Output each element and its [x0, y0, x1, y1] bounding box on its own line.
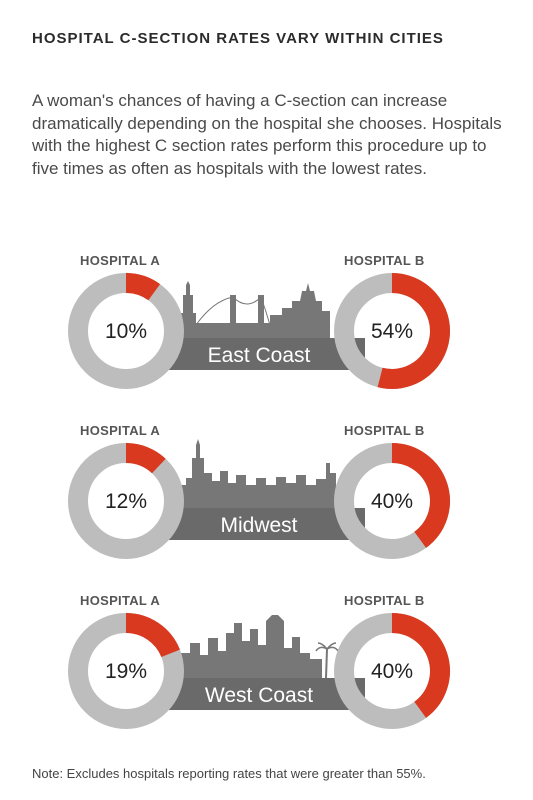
- page-title: HOSPITAL C-SECTION RATES VARY WITHIN CIT…: [32, 30, 444, 47]
- donut-segment: [125, 273, 161, 301]
- region-band: [165, 338, 365, 370]
- hospital-b-donut: 54%: [334, 273, 450, 389]
- rate-value: 54%: [371, 320, 413, 343]
- donut-segment: [125, 613, 180, 658]
- hospital-a-label: HOSPITAL A: [80, 423, 161, 438]
- region-label: West Coast: [205, 684, 313, 707]
- panel-east-coast: HOSPITAL A HOSPITAL B East Coast 10% 54%: [0, 253, 533, 393]
- region-label: East Coast: [208, 344, 311, 367]
- rate-value: 12%: [105, 490, 147, 513]
- skyline: [178, 439, 336, 508]
- rate-value: 10%: [105, 320, 147, 343]
- donut-segment: [377, 273, 450, 389]
- donut-segment: [125, 443, 166, 474]
- rate-value: 40%: [371, 660, 413, 683]
- skyline: [180, 281, 330, 338]
- hospital-b-label: HOSPITAL B: [344, 423, 425, 438]
- region-chart: Midwest 12% 40%: [68, 439, 450, 559]
- hospital-a-donut: 19%: [68, 613, 184, 729]
- hospital-a-label: HOSPITAL A: [80, 253, 161, 268]
- hospital-b-donut: 40%: [334, 443, 450, 559]
- region-band: [165, 678, 365, 710]
- hospital-b-donut: 40%: [334, 613, 450, 729]
- region-label: Midwest: [220, 514, 297, 537]
- region-chart: West Coast 19% 40%: [68, 613, 450, 729]
- donut-segment: [391, 613, 450, 718]
- skyline: [180, 615, 339, 679]
- hospital-a-donut: 12%: [68, 443, 184, 559]
- region-chart: East Coast 10% 54%: [68, 273, 450, 389]
- region-band: [165, 508, 365, 540]
- panel-midwest: HOSPITAL A HOSPITAL B Midwest 12% 40%: [0, 423, 533, 563]
- hospital-b-label: HOSPITAL B: [344, 253, 425, 268]
- hospital-b-label: HOSPITAL B: [344, 593, 425, 608]
- hospital-a-donut: 10%: [68, 273, 184, 389]
- intro-paragraph: A woman's chances of having a C-section …: [32, 91, 502, 178]
- panel-west-coast: HOSPITAL A HOSPITAL B West Coast 19% 40%: [0, 593, 533, 733]
- donut-segment: [391, 443, 450, 548]
- rate-value: 19%: [105, 660, 147, 683]
- rate-value: 40%: [371, 490, 413, 513]
- hospital-a-label: HOSPITAL A: [80, 593, 161, 608]
- footnote: Note: Excludes hospitals reporting rates…: [32, 766, 426, 781]
